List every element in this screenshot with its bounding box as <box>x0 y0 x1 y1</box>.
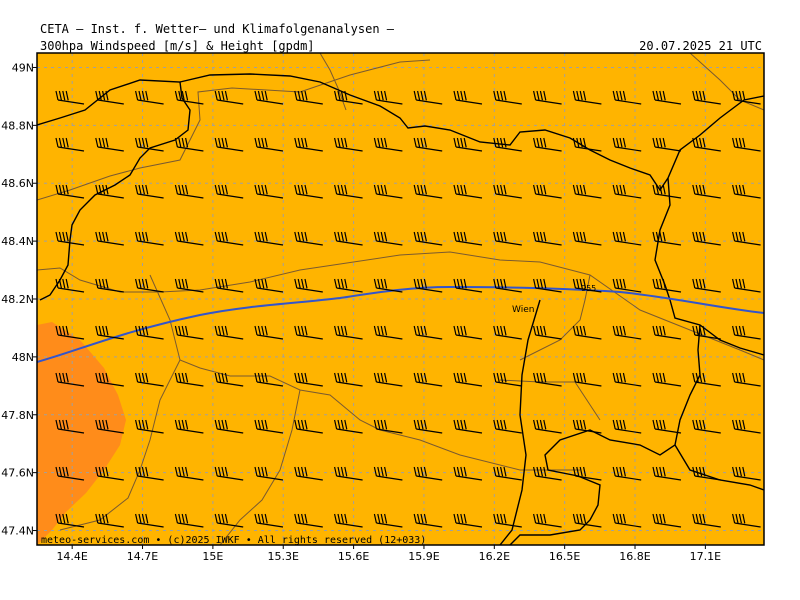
lat-tick-label: 48.8N <box>1 119 34 132</box>
lat-tick-label: 48.4N <box>1 235 34 248</box>
lon-tick-label: 14.4E <box>56 550 87 563</box>
lon-tick-label: 15E <box>202 550 223 563</box>
lat-tick-label: 49N <box>12 61 34 74</box>
lat-tick-label: 48.6N <box>1 177 34 190</box>
lon-tick-label: 16.5E <box>549 550 580 563</box>
lon-tick-label: 17.1E <box>690 550 721 563</box>
lon-tick-label: 14.7E <box>127 550 158 563</box>
lon-tick-label: 15.3E <box>268 550 299 563</box>
lon-tick-label: 15.9E <box>408 550 439 563</box>
lat-tick-label: 47.8N <box>1 409 34 422</box>
city-label-wien: Wien <box>512 305 534 315</box>
lat-tick-label: 47.6N <box>1 467 34 480</box>
map-plot-area: Wien 955 meteo-services.com • (c)2025 IW… <box>37 53 764 546</box>
lon-tick-label: 16.8E <box>619 550 650 563</box>
lon-tick-label: 15.6E <box>338 550 369 563</box>
lat-tick-label: 47.4N <box>1 525 34 538</box>
lon-tick-label: 16.2E <box>479 550 510 563</box>
lat-tick-label: 48N <box>12 351 34 364</box>
isoline-label: 955 <box>581 284 596 293</box>
lat-tick-label: 48.2N <box>1 293 34 306</box>
